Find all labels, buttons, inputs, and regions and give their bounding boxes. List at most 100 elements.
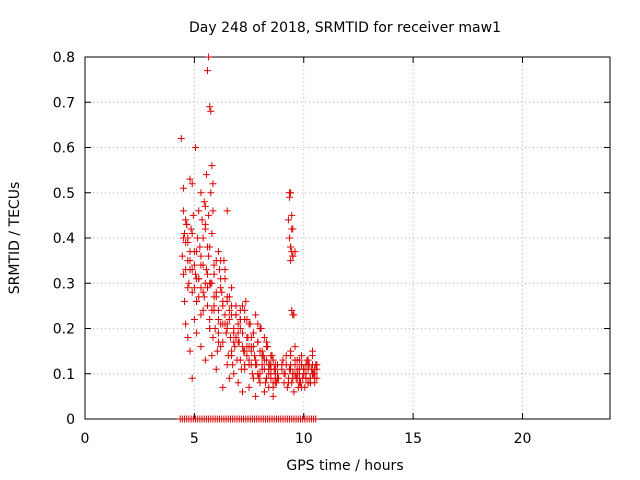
data-point — [199, 234, 207, 242]
data-point — [210, 293, 218, 301]
data-point — [278, 361, 286, 369]
data-point — [225, 315, 233, 323]
data-point — [210, 261, 218, 269]
data-point — [223, 361, 231, 369]
data-point — [298, 383, 306, 391]
data-point — [188, 288, 196, 296]
data-point — [200, 198, 208, 206]
data-point — [274, 370, 281, 378]
y-tick-label: 0.8 — [53, 50, 75, 66]
data-point — [184, 257, 192, 265]
x-axis-label: GPS time / hours — [286, 458, 403, 474]
data-point — [267, 352, 275, 360]
data-point — [190, 284, 198, 292]
data-point — [243, 315, 251, 323]
data-point — [243, 352, 251, 360]
data-point — [289, 311, 297, 319]
data-point — [225, 374, 233, 382]
data-point — [222, 329, 230, 337]
data-point — [306, 374, 314, 382]
data-point — [230, 329, 238, 337]
data-point — [209, 207, 217, 215]
x-tick-label: 10 — [295, 431, 313, 447]
data-point — [279, 356, 287, 364]
data-points — [176, 53, 321, 423]
data-point — [188, 229, 196, 237]
data-point — [284, 379, 292, 387]
data-point — [309, 347, 316, 355]
data-point — [201, 202, 209, 210]
data-point — [254, 338, 262, 346]
data-point — [217, 275, 225, 283]
data-point — [247, 347, 255, 355]
data-point — [234, 320, 242, 328]
data-point — [206, 103, 214, 111]
y-tick-label: 0.4 — [53, 231, 75, 247]
data-point — [249, 374, 257, 382]
data-point — [208, 352, 216, 360]
data-point — [280, 370, 288, 378]
data-point — [234, 338, 242, 346]
data-point — [207, 107, 215, 115]
data-point — [186, 248, 194, 256]
data-point — [287, 189, 295, 197]
data-point — [304, 379, 312, 387]
data-point — [206, 325, 214, 332]
data-point — [298, 352, 306, 360]
data-point — [291, 343, 299, 351]
data-point — [309, 370, 316, 378]
data-point — [236, 325, 244, 332]
data-point — [245, 320, 253, 328]
data-point — [197, 261, 205, 269]
data-point — [182, 216, 190, 224]
data-point — [221, 266, 229, 274]
y-tick-label: 0.6 — [53, 141, 75, 157]
data-point — [247, 334, 255, 342]
data-point — [245, 383, 253, 391]
data-point — [247, 361, 255, 369]
y-tick-label: 0.7 — [53, 95, 75, 111]
data-point — [201, 220, 209, 228]
data-point — [197, 252, 205, 260]
data-point — [193, 248, 201, 256]
data-point — [260, 334, 268, 342]
data-point — [302, 361, 310, 369]
plot-frame — [84, 56, 611, 420]
data-point — [193, 329, 201, 337]
data-point — [179, 234, 187, 242]
data-point — [263, 374, 271, 382]
data-point — [287, 347, 295, 355]
data-point — [214, 315, 222, 323]
data-point — [284, 216, 292, 224]
data-point — [249, 329, 257, 337]
y-tick-label: 0.3 — [53, 276, 75, 292]
chart-title: Day 248 of 2018, SRMTID for receiver maw… — [189, 20, 501, 36]
data-point — [260, 356, 268, 364]
data-point — [287, 361, 295, 369]
data-point — [232, 334, 240, 342]
data-point — [291, 370, 299, 378]
data-point — [191, 144, 199, 151]
data-point — [287, 257, 295, 265]
data-point — [196, 243, 204, 251]
y-tick-label: 0 — [66, 412, 75, 428]
data-point — [300, 365, 308, 373]
data-point — [219, 320, 227, 328]
data-point — [205, 252, 213, 260]
data-point — [221, 311, 229, 319]
grid-lines — [85, 57, 610, 419]
data-point — [289, 252, 297, 260]
data-point — [295, 374, 303, 382]
data-point — [231, 343, 239, 351]
data-point — [313, 361, 321, 369]
data-point — [254, 370, 262, 378]
data-point — [186, 347, 194, 355]
data-point — [182, 239, 190, 247]
data-point — [205, 211, 213, 219]
data-point — [201, 279, 209, 287]
data-point — [190, 315, 198, 323]
data-point — [212, 288, 220, 296]
data-point — [202, 171, 210, 179]
data-point — [212, 365, 220, 373]
data-point — [198, 216, 206, 224]
